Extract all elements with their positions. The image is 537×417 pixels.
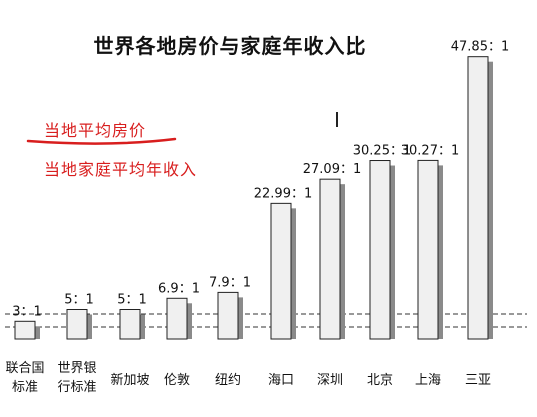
data-label: 30.25：1 xyxy=(353,144,412,159)
data-label: 22.99：1 xyxy=(254,186,313,201)
bar xyxy=(217,291,239,340)
category-label: 伦敦 xyxy=(164,372,190,388)
bar xyxy=(270,202,292,340)
category-label: 世界银行标准 xyxy=(57,361,96,395)
category-label: 纽约 xyxy=(215,373,241,388)
category-label: 深圳 xyxy=(317,373,343,388)
category-label: 北京 xyxy=(367,373,393,388)
data-label: 6.9：1 xyxy=(158,281,200,296)
data-label: 3：1 xyxy=(12,304,42,319)
legend-fraction-line xyxy=(26,137,177,145)
bar xyxy=(417,159,439,340)
bar xyxy=(319,178,341,340)
chart-title: 世界各地房价与家庭年收入比 xyxy=(93,34,367,58)
category-label: 联合国标准 xyxy=(5,361,44,395)
bar xyxy=(467,56,489,340)
data-label: 30.27：1 xyxy=(401,143,460,158)
legend-denominator-label: 当地家庭平均年收入 xyxy=(44,160,198,179)
data-label: 27.09：1 xyxy=(303,162,362,177)
data-label: 5：1 xyxy=(117,293,147,308)
bar xyxy=(66,309,88,340)
bar xyxy=(369,160,391,340)
legend-numerator-label: 当地平均房价 xyxy=(44,121,147,140)
bar xyxy=(119,309,141,340)
data-label: 47.85：1 xyxy=(451,40,510,55)
data-label: 5：1 xyxy=(64,293,94,308)
category-label: 海口 xyxy=(268,373,294,388)
bar xyxy=(14,320,36,340)
data-label: 7.9：1 xyxy=(209,275,251,290)
category-label: 三亚 xyxy=(465,373,491,388)
bar xyxy=(166,297,188,340)
category-label: 新加坡 xyxy=(110,372,149,388)
category-label: 上海 xyxy=(415,373,441,388)
